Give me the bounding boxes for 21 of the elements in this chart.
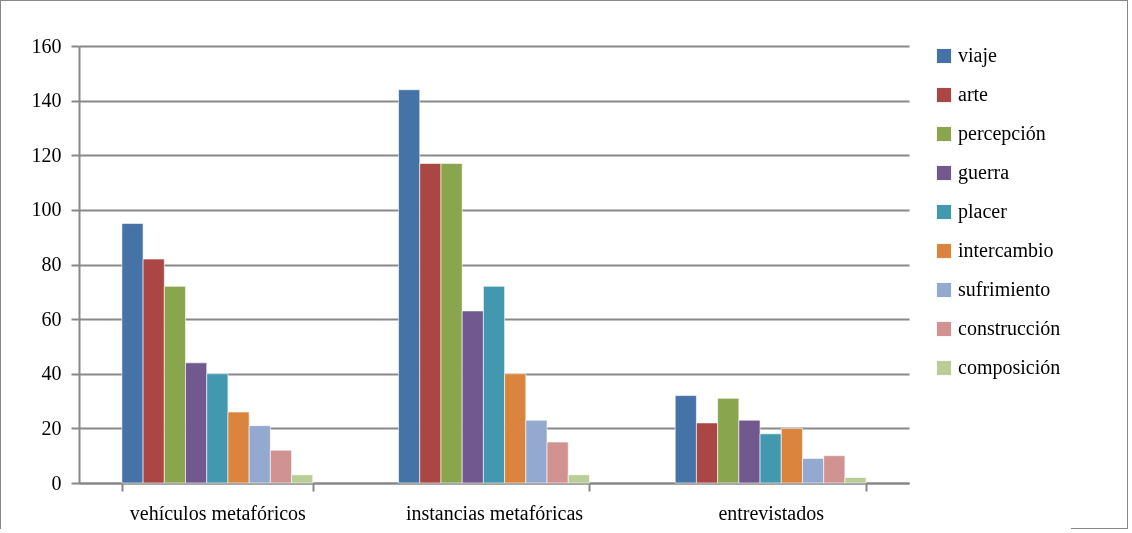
y-tick-label: 140 [31,89,62,112]
y-tick-label: 160 [31,34,62,57]
y-tick-label: 100 [31,198,62,221]
y-tick-label: 60 [41,307,62,330]
y-tick-label: 120 [31,143,62,166]
legend-label: intercambio [958,239,1054,261]
legend-label: placer [958,200,1008,223]
y-tick-label: 80 [41,253,62,275]
legend-label: composición [958,356,1061,379]
legend-label: guerra [958,161,1010,184]
y-tick-label: 20 [41,416,62,439]
y-tick-label: 40 [41,362,62,385]
legend-label: construcción [958,317,1061,339]
legend-label: sufrimiento [958,278,1051,300]
x-tick-label: instancias metafóricas [405,501,584,524]
legend-label: viaje [958,44,997,67]
x-tick-label: vehículos metafóricos [129,501,307,524]
legend-label: arte [958,83,989,105]
legend-label: percepción [958,122,1046,145]
y-tick-label: 0 [51,471,62,494]
x-tick-label: entrevistados [718,501,825,524]
